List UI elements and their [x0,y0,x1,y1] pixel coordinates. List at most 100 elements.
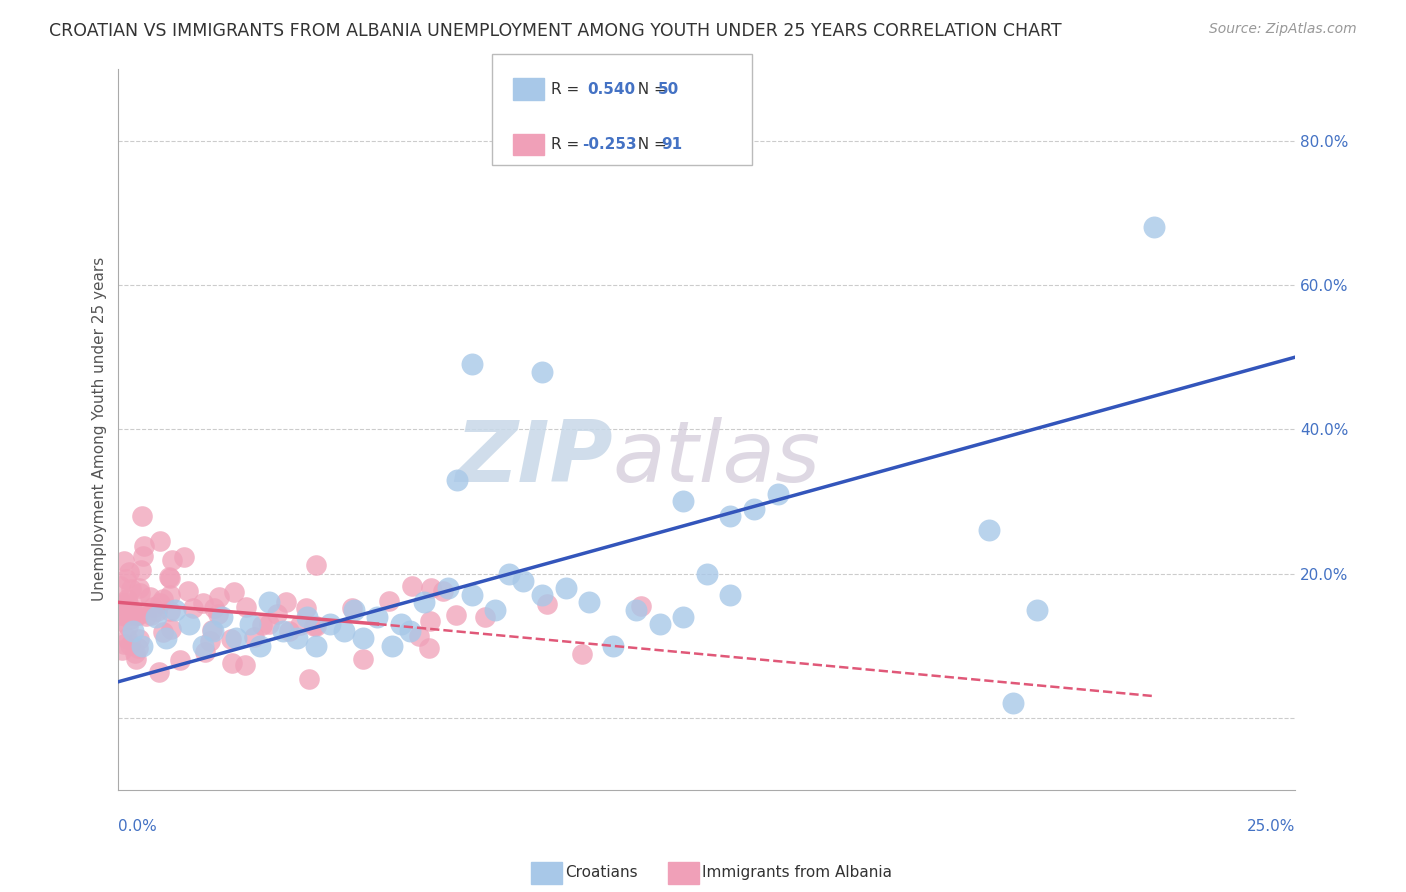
Text: 50: 50 [658,82,679,96]
Point [222,584,245,599]
Point [298,673,321,687]
Point [305,618,328,632]
Text: 0.0%: 0.0% [118,819,157,834]
Point [249,639,271,653]
Point [446,607,468,622]
Point [110,599,132,613]
Point [626,602,648,616]
Point [1143,220,1166,235]
Point [766,487,789,501]
Point [602,639,624,653]
Text: 25.0%: 25.0% [1247,819,1295,834]
Point [118,611,141,625]
Point [648,617,671,632]
Point [108,614,131,628]
Text: -0.253: -0.253 [582,137,637,152]
Point [578,595,600,609]
Point [419,581,441,595]
Point [198,634,221,648]
Point [207,607,229,622]
Point [211,609,233,624]
Point [117,619,139,633]
Point [235,599,257,614]
Point [160,622,183,636]
Point [257,617,280,632]
Text: R =: R = [551,82,589,96]
Point [169,653,191,667]
Point [399,624,422,639]
Text: CROATIAN VS IMMIGRANTS FROM ALBANIA UNEMPLOYMENT AMONG YOUTH UNDER 25 YEARS CORR: CROATIAN VS IMMIGRANTS FROM ALBANIA UNEM… [49,22,1062,40]
Point [194,645,217,659]
Point [129,563,152,577]
Point [696,566,718,581]
Point [134,539,156,553]
Point [201,624,224,639]
Point [110,607,132,622]
Point [460,588,482,602]
Point [239,617,262,632]
Point [115,631,138,645]
Point [131,508,153,523]
Point [571,647,593,661]
Point [512,574,534,588]
Point [554,581,576,595]
Point [208,590,231,604]
Point [742,501,765,516]
Point [152,591,174,606]
Point [112,637,135,651]
Point [127,641,149,656]
Point [446,473,468,487]
Point [142,599,165,614]
Point [340,601,363,615]
Point [352,632,374,646]
Point [157,570,180,584]
Point [118,638,141,652]
Point [352,652,374,666]
Point [419,615,441,629]
Point [377,594,399,608]
Point [146,604,169,618]
Point [418,640,440,655]
Point [285,632,308,646]
Point [979,523,1001,537]
Point [201,623,224,637]
Point [115,591,138,606]
Point [149,534,172,549]
Point [271,624,294,639]
Text: R =: R = [551,137,585,152]
Point [121,604,143,618]
Y-axis label: Unemployment Among Youth under 25 years: Unemployment Among Youth under 25 years [93,257,107,601]
Point [131,639,153,653]
Point [252,617,274,632]
Point [120,582,142,596]
Point [120,608,142,623]
Point [343,602,366,616]
Text: 91: 91 [661,137,682,152]
Point [112,554,135,568]
Point [413,595,436,609]
Point [159,571,181,585]
Text: 0.540: 0.540 [588,82,636,96]
Point [118,566,141,580]
Point [432,583,454,598]
Point [221,657,243,671]
Point [111,643,134,657]
Point [408,629,430,643]
Point [257,595,280,609]
Point [159,588,181,602]
Point [484,602,506,616]
Point [111,604,134,618]
Point [720,508,742,523]
Point [366,609,388,624]
Point [139,591,162,605]
Point [127,608,149,623]
Point [145,609,167,624]
Text: atlas: atlas [613,417,821,500]
Point [111,596,134,610]
Point [124,646,146,660]
Point [149,596,172,610]
Point [498,566,520,581]
Point [720,588,742,602]
Point [135,608,157,623]
Point [163,602,186,616]
